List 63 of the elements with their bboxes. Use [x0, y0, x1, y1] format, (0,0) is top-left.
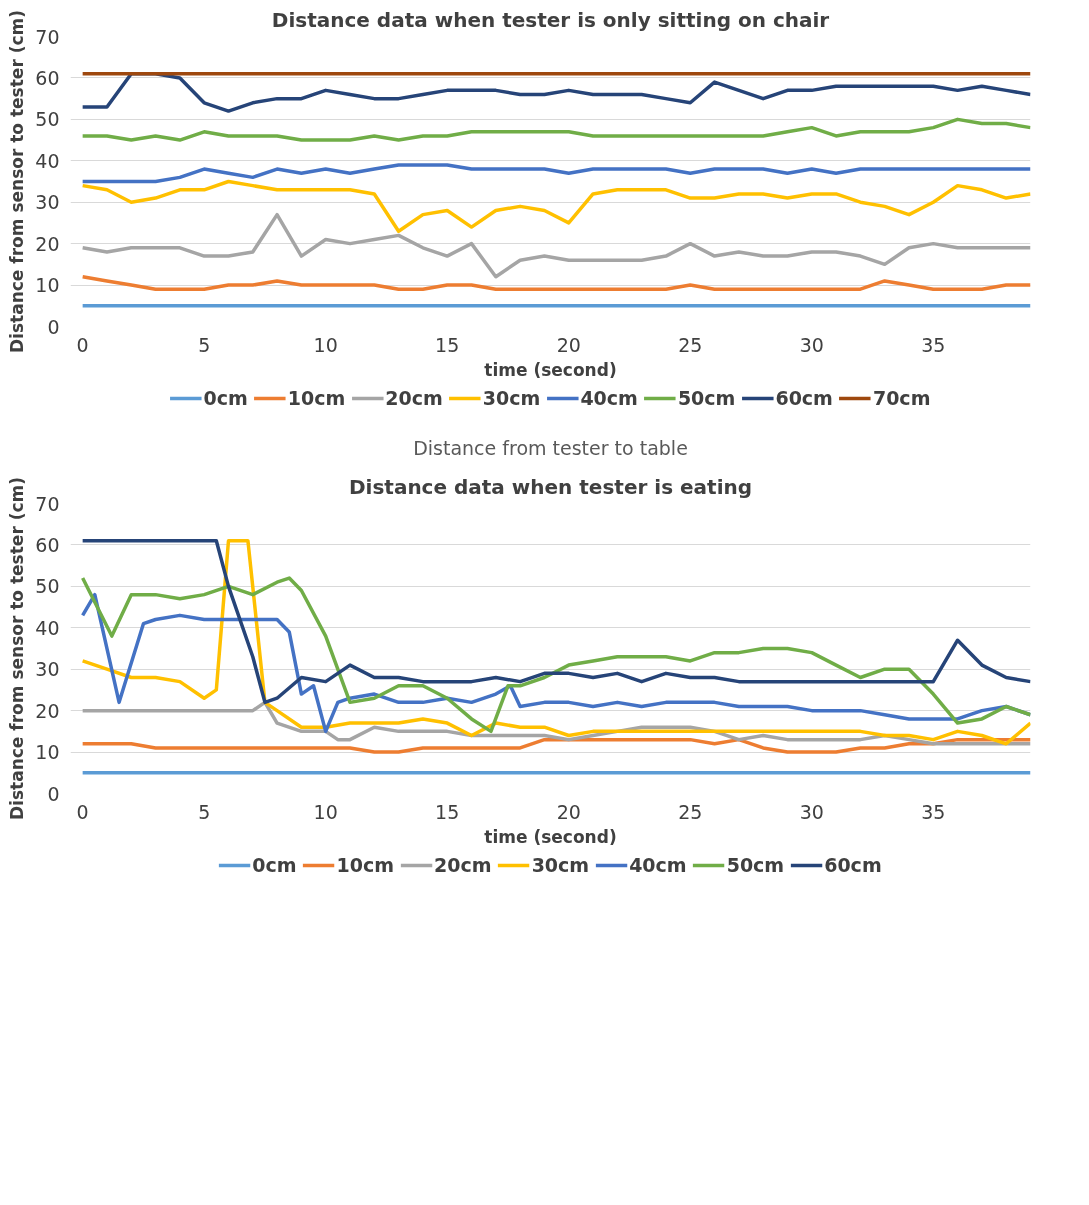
legend-label: 40cm [580, 387, 638, 409]
y-tick-label: 0 [47, 782, 60, 805]
line-series [80, 212, 1031, 279]
line-series [80, 179, 1031, 233]
y-tick-label: 30 [35, 191, 60, 214]
x-tick-label: 25 [678, 800, 703, 823]
x-tick-label: 20 [556, 800, 581, 823]
line-series [80, 117, 1031, 142]
legend-label: 10cm [336, 854, 395, 876]
y-tick-label: 50 [35, 108, 60, 131]
x-tick-label: 20 [556, 333, 581, 356]
y-tick-label: 50 [35, 575, 60, 598]
x-tick-label: 0 [76, 333, 89, 356]
x-tick-label: 35 [921, 333, 946, 356]
y-tick-label: 0 [47, 315, 60, 338]
x-tick-label: 35 [921, 800, 946, 823]
legend-label: 0cm [203, 387, 248, 409]
legend-label: 20cm [385, 387, 443, 409]
legend-label: 30cm [531, 854, 590, 876]
line-series [80, 163, 1031, 184]
y-tick-label: 40 [35, 616, 60, 639]
legend-label: 40cm [629, 854, 687, 876]
line-series [80, 275, 1031, 291]
legend-label: 0cm [252, 854, 297, 876]
y-tick-label: 70 [35, 492, 60, 515]
x-axis-title: time (second) [484, 359, 617, 380]
chart-title: Distance data when tester is eating [348, 474, 753, 499]
legend-title: Distance from tester to table [413, 436, 688, 459]
y-axis-title: Distance from sensor to tester (cm) [7, 476, 28, 821]
x-tick-label: 25 [678, 333, 703, 356]
x-axis-title: time (second) [484, 826, 617, 847]
line-series [80, 737, 1031, 754]
x-tick-label: 15 [435, 800, 460, 823]
legend-label: 30cm [482, 387, 541, 409]
y-tick-label: 10 [35, 274, 60, 297]
y-tick-label: 70 [35, 25, 60, 48]
y-tick-label: 20 [35, 232, 60, 255]
legend-label: 50cm [677, 387, 736, 409]
legend-label: 50cm [726, 854, 785, 876]
x-tick-label: 30 [799, 333, 824, 356]
legend-label: 60cm [824, 854, 882, 876]
y-tick-label: 60 [35, 533, 60, 556]
line-series [80, 539, 1031, 705]
y-tick-label: 10 [35, 741, 60, 764]
x-tick-label: 30 [799, 800, 824, 823]
y-tick-label: 30 [35, 658, 60, 681]
x-tick-label: 0 [76, 800, 89, 823]
legend-label: 70cm [872, 387, 931, 409]
x-tick-label: 5 [198, 333, 211, 356]
y-tick-label: 60 [35, 66, 60, 89]
y-axis-title: Distance from sensor to tester (cm) [7, 9, 28, 354]
x-tick-label: 5 [198, 800, 211, 823]
legend-label: 20cm [434, 854, 492, 876]
line-series [80, 700, 1031, 746]
y-tick-label: 20 [35, 699, 60, 722]
legend-label: 10cm [287, 387, 346, 409]
chart-title: Distance data when tester is only sitting on chair [271, 7, 830, 32]
line-series [80, 539, 1031, 746]
x-tick-label: 15 [435, 333, 460, 356]
legend-label: 60cm [775, 387, 833, 409]
y-tick-label: 40 [35, 149, 60, 172]
x-tick-label: 10 [313, 333, 338, 356]
x-tick-label: 10 [313, 800, 338, 823]
